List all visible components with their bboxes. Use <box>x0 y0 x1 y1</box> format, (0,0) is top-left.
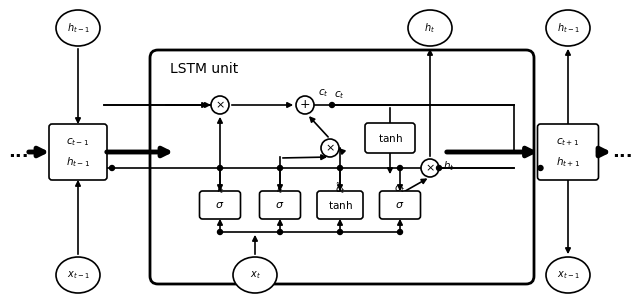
Text: $\times$: $\times$ <box>425 163 435 173</box>
Circle shape <box>436 165 442 171</box>
Circle shape <box>218 229 223 235</box>
Text: $+$: $+$ <box>300 98 310 112</box>
Ellipse shape <box>408 10 452 46</box>
Text: $\times$: $\times$ <box>215 100 225 110</box>
Text: $h_{t+1}$: $h_{t+1}$ <box>556 155 580 169</box>
Circle shape <box>109 165 115 171</box>
Circle shape <box>337 229 342 235</box>
Text: $x_t$: $x_t$ <box>250 269 260 281</box>
FancyBboxPatch shape <box>380 191 420 219</box>
Text: $\tanh$: $\tanh$ <box>378 132 403 144</box>
Text: ...: ... <box>8 143 28 161</box>
FancyBboxPatch shape <box>150 50 534 284</box>
Circle shape <box>278 165 282 171</box>
Text: $x_{t-1}$: $x_{t-1}$ <box>557 269 579 281</box>
Text: ...: ... <box>612 143 632 161</box>
Text: $c_{t+1}$: $c_{t+1}$ <box>556 136 580 148</box>
Circle shape <box>397 165 403 171</box>
Text: $\sigma$: $\sigma$ <box>275 200 285 210</box>
Text: $\tilde{c}_t$: $\tilde{c}_t$ <box>335 181 346 196</box>
FancyBboxPatch shape <box>538 124 598 180</box>
Text: $h_{t-1}$: $h_{t-1}$ <box>557 21 579 35</box>
Text: $\sigma$: $\sigma$ <box>215 200 225 210</box>
Circle shape <box>397 229 403 235</box>
Text: $\times$: $\times$ <box>325 143 335 153</box>
Circle shape <box>211 96 229 114</box>
Ellipse shape <box>56 257 100 293</box>
FancyBboxPatch shape <box>317 191 363 219</box>
Text: $h_{t-1}$: $h_{t-1}$ <box>67 21 90 35</box>
Ellipse shape <box>56 10 100 46</box>
Text: $x_{t-1}$: $x_{t-1}$ <box>67 269 90 281</box>
Circle shape <box>421 159 439 177</box>
Text: $i_t$: $i_t$ <box>276 182 284 196</box>
Ellipse shape <box>233 257 277 293</box>
Circle shape <box>278 229 282 235</box>
Circle shape <box>218 165 223 171</box>
Ellipse shape <box>546 257 590 293</box>
Ellipse shape <box>546 10 590 46</box>
FancyBboxPatch shape <box>200 191 241 219</box>
Circle shape <box>321 139 339 157</box>
Text: $c_t$: $c_t$ <box>334 89 345 101</box>
Text: $c_t$: $c_t$ <box>318 87 329 99</box>
Text: $\sigma$: $\sigma$ <box>396 200 404 210</box>
Circle shape <box>296 96 314 114</box>
Text: $f_t$: $f_t$ <box>216 182 225 196</box>
FancyBboxPatch shape <box>365 123 415 153</box>
FancyBboxPatch shape <box>49 124 107 180</box>
Text: $h_{t-1}$: $h_{t-1}$ <box>66 155 90 169</box>
Text: LSTM unit: LSTM unit <box>170 62 238 76</box>
Circle shape <box>330 102 335 108</box>
FancyBboxPatch shape <box>259 191 301 219</box>
Circle shape <box>538 165 543 171</box>
Circle shape <box>337 165 342 171</box>
Text: $o_t$: $o_t$ <box>394 183 406 195</box>
Text: $h_t$: $h_t$ <box>443 159 454 173</box>
Text: $\tanh$: $\tanh$ <box>328 199 353 211</box>
Text: $h_t$: $h_t$ <box>424 21 435 35</box>
Text: $c_{t-1}$: $c_{t-1}$ <box>67 136 90 148</box>
